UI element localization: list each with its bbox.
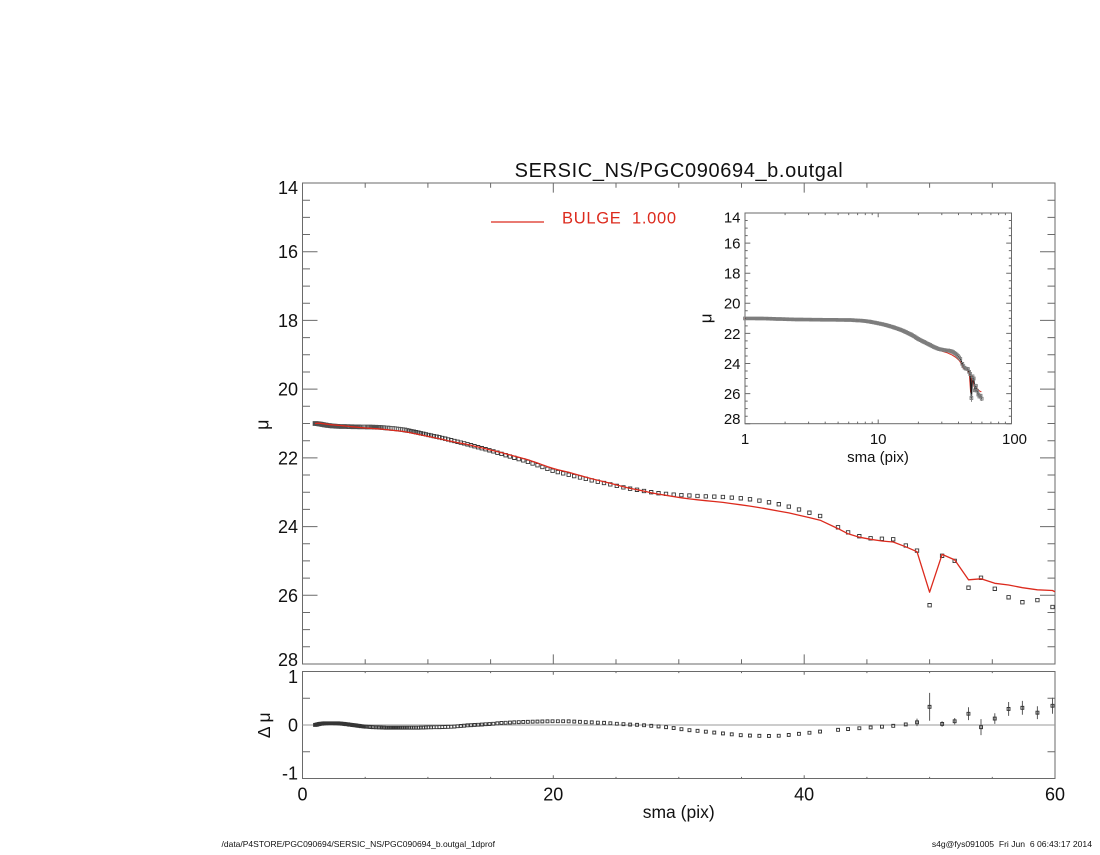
svg-text:60: 60	[1045, 785, 1065, 805]
svg-text:BULGE 1.000: BULGE 1.000	[562, 209, 677, 227]
svg-text:0: 0	[297, 785, 307, 805]
svg-text:22: 22	[278, 448, 298, 468]
svg-text:s4g@fys091005 Fri Jun 6 06:4: s4g@fys091005 Fri Jun 6 06:43:17 2014	[932, 839, 1092, 849]
svg-text:28: 28	[278, 650, 298, 670]
svg-text:/data/P4STORE/PGC090694/SERSIC: /data/P4STORE/PGC090694/SERSIC_NS/PGC090…	[222, 839, 496, 849]
svg-text:18: 18	[278, 311, 298, 331]
svg-text:Δ μ: Δ μ	[254, 712, 274, 738]
svg-text:μ: μ	[697, 314, 716, 324]
svg-text:20: 20	[543, 785, 563, 805]
svg-text:μ: μ	[253, 420, 273, 430]
svg-text:24: 24	[724, 356, 741, 373]
svg-text:24: 24	[278, 517, 298, 537]
svg-text:1: 1	[288, 667, 298, 687]
svg-text:0: 0	[288, 716, 298, 736]
svg-text:100: 100	[1002, 431, 1027, 448]
svg-text:16: 16	[724, 236, 741, 253]
svg-text:SERSIC_NS/PGC090694_b.outgal: SERSIC_NS/PGC090694_b.outgal	[515, 160, 844, 182]
svg-text:sma (pix): sma (pix)	[643, 802, 715, 822]
svg-text:-1: -1	[282, 764, 298, 784]
svg-text:28: 28	[724, 411, 741, 428]
svg-text:26: 26	[724, 386, 741, 403]
svg-text:sma (pix): sma (pix)	[847, 449, 909, 466]
svg-text:1: 1	[741, 431, 749, 448]
svg-text:18: 18	[724, 266, 741, 283]
svg-text:14: 14	[278, 178, 298, 198]
svg-text:10: 10	[870, 431, 887, 448]
svg-text:14: 14	[724, 209, 741, 226]
svg-text:26: 26	[278, 586, 298, 606]
svg-text:20: 20	[724, 296, 741, 313]
svg-text:22: 22	[724, 326, 741, 343]
svg-text:20: 20	[278, 380, 298, 400]
svg-text:16: 16	[278, 242, 298, 262]
svg-text:40: 40	[794, 785, 814, 805]
